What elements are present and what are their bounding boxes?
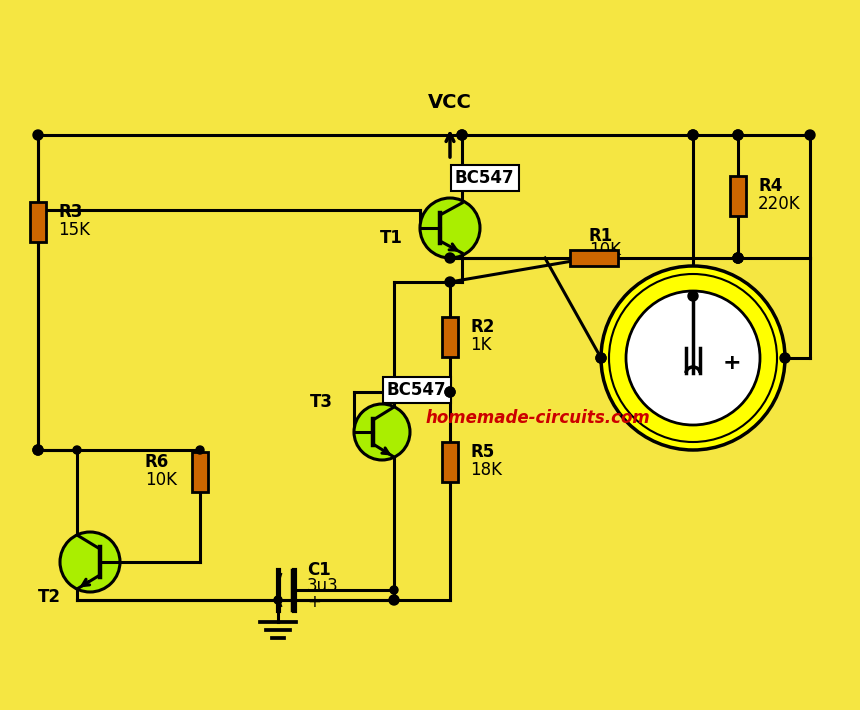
Circle shape	[609, 274, 777, 442]
Circle shape	[196, 446, 204, 454]
Circle shape	[733, 130, 743, 140]
Circle shape	[688, 130, 698, 140]
Text: C1: C1	[307, 561, 331, 579]
Circle shape	[420, 198, 480, 258]
Text: R1: R1	[589, 227, 613, 245]
Bar	[730, 176, 746, 216]
Text: T1: T1	[380, 229, 402, 247]
Circle shape	[733, 253, 743, 263]
Text: 10K: 10K	[145, 471, 177, 489]
Circle shape	[688, 130, 698, 140]
Bar	[442, 442, 458, 482]
Circle shape	[60, 532, 120, 592]
Text: VCC: VCC	[428, 94, 472, 112]
Circle shape	[596, 353, 606, 363]
Text: 220K: 220K	[758, 195, 801, 213]
Circle shape	[389, 595, 399, 605]
Text: 1K: 1K	[470, 336, 492, 354]
Circle shape	[805, 130, 815, 140]
Text: T2: T2	[38, 588, 61, 606]
Text: homemade-circuits.com: homemade-circuits.com	[426, 409, 650, 427]
Circle shape	[626, 291, 760, 425]
Text: T3: T3	[310, 393, 333, 411]
Circle shape	[445, 277, 455, 287]
Circle shape	[73, 446, 81, 454]
Text: BC547: BC547	[455, 169, 514, 187]
Text: R4: R4	[758, 177, 783, 195]
Text: R3: R3	[58, 203, 83, 221]
Circle shape	[354, 404, 410, 460]
Circle shape	[733, 253, 743, 263]
Bar	[192, 452, 208, 492]
Circle shape	[445, 253, 455, 263]
Circle shape	[274, 596, 282, 604]
Text: +: +	[307, 593, 321, 611]
Bar	[570, 250, 618, 266]
Text: 15K: 15K	[58, 221, 90, 239]
Circle shape	[33, 445, 43, 455]
Text: 3u3: 3u3	[307, 577, 339, 595]
Text: R6: R6	[145, 453, 169, 471]
Circle shape	[733, 253, 743, 263]
Circle shape	[601, 266, 785, 450]
Text: R5: R5	[470, 443, 494, 461]
Circle shape	[457, 130, 467, 140]
Circle shape	[33, 130, 43, 140]
Circle shape	[33, 445, 43, 455]
Bar	[442, 317, 458, 357]
Circle shape	[780, 353, 790, 363]
Text: +: +	[723, 353, 741, 373]
Text: 10K: 10K	[589, 241, 621, 259]
Bar	[30, 202, 46, 242]
Circle shape	[688, 291, 698, 301]
Text: R2: R2	[470, 318, 494, 336]
Circle shape	[457, 130, 467, 140]
Text: BC547: BC547	[387, 381, 446, 399]
Circle shape	[733, 130, 743, 140]
Circle shape	[445, 387, 455, 397]
Circle shape	[596, 353, 606, 363]
Circle shape	[390, 586, 398, 594]
Circle shape	[445, 387, 455, 397]
Text: 18K: 18K	[470, 461, 502, 479]
